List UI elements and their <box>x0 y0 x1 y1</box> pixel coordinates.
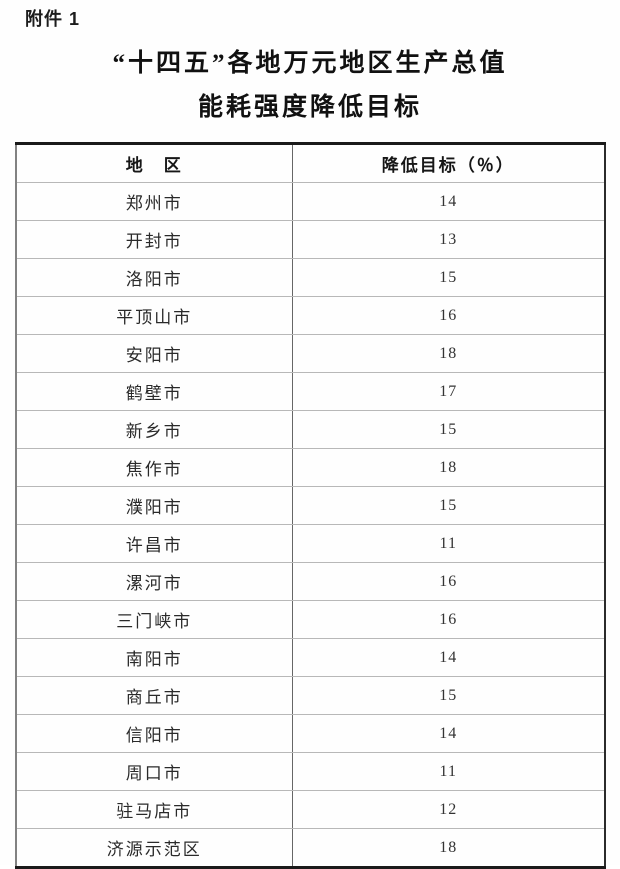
target-cell: 15 <box>292 258 605 297</box>
region-cell: 漯河市 <box>16 562 293 601</box>
target-cell: 18 <box>292 448 605 487</box>
target-cell: 14 <box>292 182 605 221</box>
region-cell: 洛阳市 <box>16 258 293 297</box>
table-row: 鹤壁市 17 <box>16 372 605 411</box>
region-cell: 安阳市 <box>16 334 293 373</box>
region-cell: 驻马店市 <box>16 790 293 829</box>
title-line-2: 能耗强度降低目标 <box>197 94 422 121</box>
title-line-1: “十四五”各地万元地区生产总值 <box>112 50 508 77</box>
table-row: 濮阳市 15 <box>16 486 605 525</box>
region-cell: 周口市 <box>16 752 293 791</box>
region-cell: 信阳市 <box>16 714 293 753</box>
target-cell: 16 <box>292 600 605 639</box>
region-cell: 新乡市 <box>16 410 293 449</box>
target-cell: 12 <box>292 790 605 829</box>
table-row: 开封市 13 <box>16 220 605 259</box>
table-row: 平顶山市 16 <box>16 296 605 335</box>
attachment-label: 附件 1 <box>25 9 81 29</box>
region-cell: 郑州市 <box>16 182 293 221</box>
target-cell: 17 <box>292 372 605 411</box>
table-row: 郑州市 14 <box>16 182 605 221</box>
region-cell: 开封市 <box>16 220 293 259</box>
target-cell: 18 <box>292 334 605 373</box>
table-row: 南阳市 14 <box>16 638 605 677</box>
targets-table: 地 区 降低目标（％） 郑州市 14 开封市 13 洛阳市 15 平顶山市 16 安阳市 18 鹤壁… <box>15 142 606 869</box>
target-cell: 13 <box>292 220 605 259</box>
header-target: 降低目标（％） <box>292 143 605 183</box>
region-cell: 濮阳市 <box>16 486 293 525</box>
table-row: 周口市 11 <box>16 752 605 791</box>
target-cell: 15 <box>292 676 605 715</box>
table-row: 安阳市 18 <box>16 334 605 373</box>
table-row: 济源示范区 18 <box>16 828 605 868</box>
table-row: 洛阳市 15 <box>16 258 605 297</box>
table-row: 许昌市 11 <box>16 524 605 563</box>
region-cell: 平顶山市 <box>16 296 293 335</box>
region-cell: 许昌市 <box>16 524 293 563</box>
table-header-row: 地 区 降低目标（％） <box>16 143 605 183</box>
table-row: 三门峡市 16 <box>16 600 605 639</box>
target-cell: 14 <box>292 638 605 677</box>
target-cell: 11 <box>292 752 605 791</box>
region-cell: 济源示范区 <box>16 828 293 868</box>
region-cell: 鹤壁市 <box>16 372 293 411</box>
table-row: 新乡市 15 <box>16 410 605 449</box>
table-row: 漯河市 16 <box>16 562 605 601</box>
region-cell: 焦作市 <box>16 448 293 487</box>
target-cell: 16 <box>292 562 605 601</box>
target-cell: 15 <box>292 486 605 525</box>
target-cell: 11 <box>292 524 605 563</box>
target-cell: 14 <box>292 714 605 753</box>
table-row: 商丘市 15 <box>16 676 605 715</box>
table-row: 驻马店市 12 <box>16 790 605 829</box>
table-row: 焦作市 18 <box>16 448 605 487</box>
header-region: 地 区 <box>16 143 293 183</box>
target-cell: 16 <box>292 296 605 335</box>
table-row: 信阳市 14 <box>16 714 605 753</box>
target-cell: 18 <box>292 828 605 868</box>
region-cell: 商丘市 <box>16 676 293 715</box>
document-title: “十四五”各地万元地区生产总值 能耗强度降低目标 <box>0 42 620 130</box>
target-cell: 15 <box>292 410 605 449</box>
region-cell: 南阳市 <box>16 638 293 677</box>
table-body: 郑州市 14 开封市 13 洛阳市 15 平顶山市 16 安阳市 18 鹤壁市 17 新乡市 15 焦作市 1… <box>16 182 605 868</box>
region-cell: 三门峡市 <box>16 600 293 639</box>
